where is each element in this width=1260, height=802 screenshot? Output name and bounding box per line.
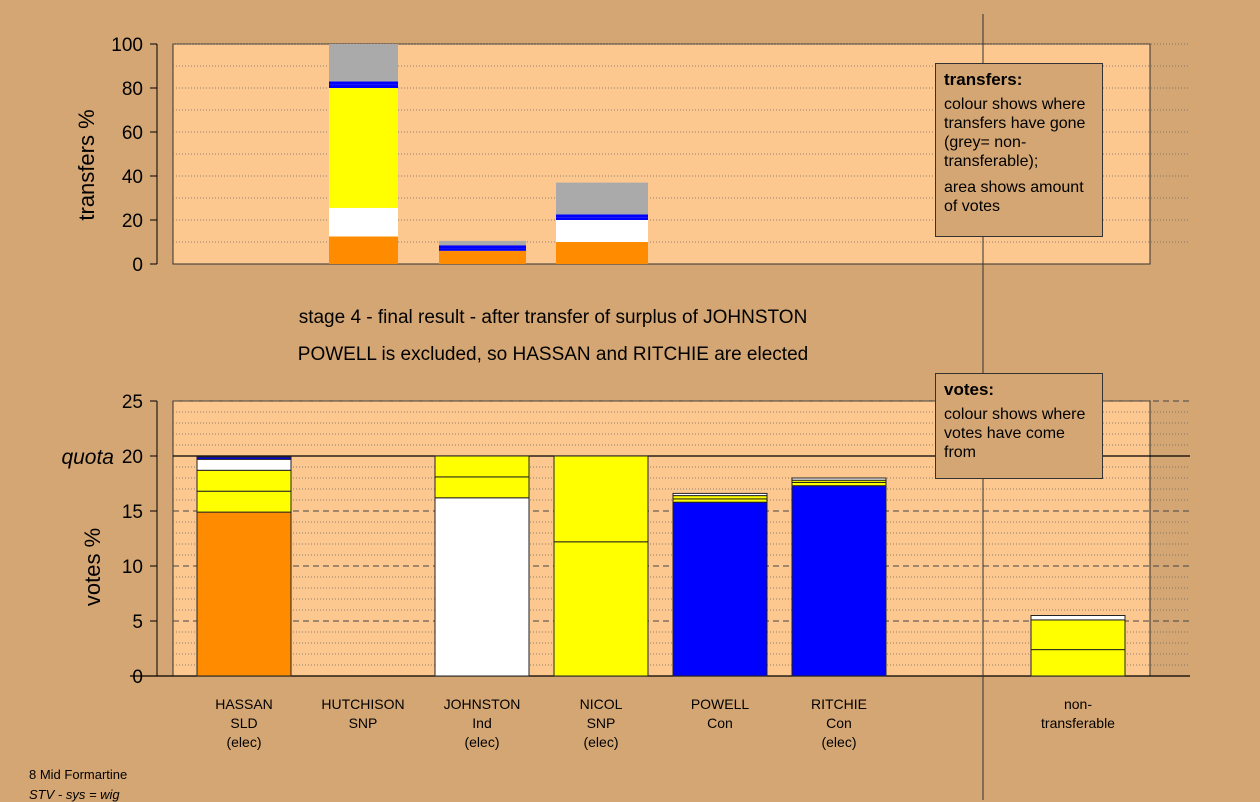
- vote-segment-nicol: [553, 455, 649, 543]
- transfer-segment-johnston: [439, 248, 526, 251]
- vote-segment-ritchie: [791, 485, 887, 677]
- legend-transfers-text2: area shows amount of votes: [944, 179, 1084, 215]
- candidate-name-label: POWELL: [691, 696, 750, 712]
- transfer-segment-nicol: [556, 182, 648, 215]
- candidate-status-label: (elec): [226, 734, 261, 750]
- vote-segment-non: [1030, 615, 1126, 621]
- transfers-y-tick-label: 0: [132, 255, 143, 276]
- candidate-name-label: JOHNSTON: [444, 696, 521, 712]
- candidate-party-label: SNP: [349, 715, 378, 731]
- transfer-segment-johnston: [439, 245, 526, 249]
- transfers-y-tick-label: 40: [122, 167, 143, 188]
- legend-transfers: transfers: colour shows where transfers …: [935, 63, 1103, 237]
- votes-y-tick-label: 10: [122, 557, 143, 578]
- transfer-segment-hutchison: [329, 81, 398, 85]
- vote-segment-hassan: [196, 456, 292, 460]
- stage-title: stage 4 - final result - after transfer …: [299, 307, 808, 328]
- stage-subtitle: POWELL is excluded, so HASSAN and RITCHI…: [298, 344, 808, 365]
- legend-transfers-title: transfers:: [944, 70, 1023, 89]
- votes-y-axis-label: votes %: [80, 528, 105, 606]
- candidate-party-label: SLD: [230, 715, 257, 731]
- vote-segment-nicol: [553, 541, 649, 677]
- transfer-segment-nicol: [556, 220, 648, 242]
- vote-segment-hassan: [196, 458, 292, 471]
- candidate-status-label: (elec): [464, 734, 499, 750]
- votes-y-tick-label: 25: [122, 392, 143, 413]
- transfer-segment-hutchison: [329, 84, 398, 88]
- candidate-status-label: (elec): [821, 734, 856, 750]
- vote-segment-hassan: [196, 469, 292, 492]
- candidate-name-label: non-: [1064, 696, 1092, 712]
- votes-y-tick-label: 5: [132, 612, 143, 633]
- transfers-y-axis-label: transfers %: [74, 109, 99, 220]
- transfer-segment-johnston: [439, 250, 526, 264]
- transfer-segment-johnston: [439, 240, 526, 246]
- votes-y-tick-label: 15: [122, 502, 143, 523]
- candidate-status-label: (elec): [583, 734, 618, 750]
- vote-segment-johnston: [434, 497, 530, 677]
- transfer-segment-hutchison: [329, 88, 398, 208]
- transfers-y-tick-label: 20: [122, 211, 143, 232]
- vote-segment-hassan: [196, 490, 292, 513]
- candidate-name-label: RITCHIE: [811, 696, 867, 712]
- candidate-name-label: NICOL: [580, 696, 623, 712]
- transfer-segment-nicol: [556, 214, 648, 218]
- vote-segment-johnston: [434, 455, 530, 478]
- transfers-y-tick-label: 60: [122, 123, 143, 144]
- legend-votes: votes: colour shows where votes have com…: [935, 373, 1103, 479]
- vote-segment-ritchie: [791, 477, 887, 481]
- transfer-segment-hutchison: [329, 44, 398, 82]
- vote-segment-non: [1030, 649, 1126, 677]
- vote-segment-powell: [672, 501, 768, 677]
- quota-label: quota: [61, 446, 114, 469]
- transfers-y-tick-label: 100: [111, 35, 143, 56]
- candidate-party-label: Ind: [472, 715, 491, 731]
- vote-segment-powell: [672, 492, 768, 497]
- candidate-name-label: HASSAN: [215, 696, 273, 712]
- candidate-party-label: transferable: [1041, 715, 1115, 731]
- legend-votes-title: votes:: [944, 380, 995, 399]
- vote-segment-hassan: [196, 511, 292, 677]
- transfer-segment-hutchison: [329, 236, 398, 264]
- vote-segment-johnston: [434, 476, 530, 499]
- footer-system: STV - sys = wig: [29, 787, 120, 802]
- legend-votes-text1: colour shows where votes have come from: [944, 406, 1086, 461]
- legend-transfers-text1: colour shows where transfers have gone (…: [944, 96, 1086, 170]
- candidate-party-label: Con: [707, 715, 733, 731]
- transfer-segment-hutchison: [329, 207, 398, 237]
- votes-y-tick-label: 0: [132, 667, 143, 688]
- vote-segment-non: [1030, 619, 1126, 651]
- transfer-segment-nicol: [556, 217, 648, 220]
- candidate-name-label: HUTCHISON: [321, 696, 404, 712]
- transfer-segment-nicol: [556, 242, 648, 264]
- footer-ward: 8 Mid Formartine: [29, 767, 128, 782]
- votes-y-tick-label: 20: [122, 447, 143, 468]
- candidate-party-label: SNP: [587, 715, 616, 731]
- candidate-party-label: Con: [826, 715, 852, 731]
- transfers-y-tick-label: 80: [122, 79, 143, 100]
